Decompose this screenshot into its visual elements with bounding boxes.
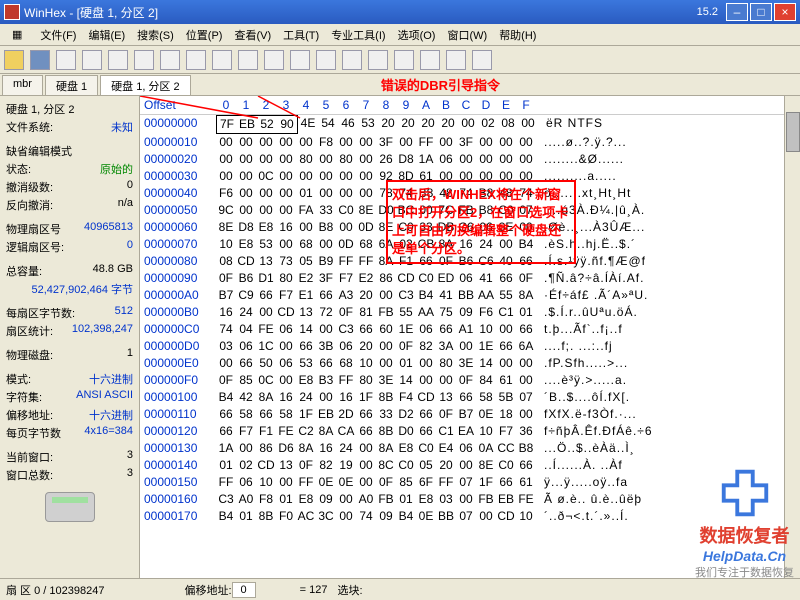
hex-row[interactable]: 000001301A0086D68A1624008AE8C0E4060ACCB8… [140,440,800,457]
info-row: 每扇区字节数:512 [4,304,135,322]
info-row: 每页字节数4x16=384 [4,424,135,442]
hex-row[interactable]: 000000007FEB52904E5446532020202000020800… [140,115,800,134]
minimize-button[interactable]: – [726,3,748,21]
hex-row[interactable]: 000000E00066500653666810000100803E140000… [140,355,800,372]
menu-item[interactable]: 帮助(H) [493,28,542,44]
opt-icon[interactable] [472,50,492,70]
back-icon[interactable] [342,50,362,70]
toolbar [0,46,800,74]
status-offset-label: 偏移地址: [184,582,231,598]
menu-item[interactable]: 编辑(E) [82,28,131,44]
menu-item[interactable]: 选项(O) [392,28,442,44]
menu-item[interactable]: 窗口(W) [441,28,493,44]
info-row: 字符集:ANSI ASCII [4,388,135,406]
tab[interactable]: 硬盘 1, 分区 2 [100,75,190,95]
window-title: WinHex - [硬盘 1, 分区 2] [24,4,689,21]
find-icon[interactable] [264,50,284,70]
info-row: 逻辑扇区号:0 [4,238,135,256]
hex-header: Offset 0123456789ABCDEF [140,96,800,115]
props-icon[interactable] [108,50,128,70]
status-bar: 扇 区 0 / 102398247 偏移地址: 0 = 127 选块: [0,578,800,600]
info-row: 状态:原始的 [4,160,135,178]
info-row: 硬盘 1, 分区 2 [4,100,135,118]
menu-item[interactable]: 搜索(S) [131,28,180,44]
watermark-tag: 我们专注于数据恢复 [695,564,794,580]
watermark-brand: 数据恢复者 [695,522,794,548]
menu-item[interactable]: 查看(V) [228,28,277,44]
menu-item[interactable]: 文件(F) [34,28,82,44]
status-selection: 选块: [338,582,363,598]
info-row: 撤消级数:0 [4,178,135,196]
info-panel: 硬盘 1, 分区 2文件系统:未知缺省编辑模式状态:原始的撤消级数:0反向撤消:… [0,96,140,578]
tab[interactable]: 硬盘 1 [45,75,98,95]
hex-icon[interactable] [238,50,258,70]
list-icon[interactable] [446,50,466,70]
maximize-button[interactable]: □ [750,3,772,21]
hex-row[interactable]: 000000F00F850C00E8B3FF803E1400000F846100… [140,372,800,389]
menu-bar: ▦ 文件(F)编辑(E)搜索(S)位置(P)查看(V)工具(T)专业工具(I)选… [0,24,800,46]
menu-item[interactable]: 工具(T) [277,28,325,44]
print-icon[interactable] [82,50,102,70]
watermark: 数据恢复者 HelpData.Cn 我们专注于数据恢复 [695,464,794,580]
fwd-icon[interactable] [368,50,388,70]
cut-icon[interactable] [134,50,154,70]
cross-icon [716,464,774,522]
watermark-url: HelpData.Cn [695,548,794,564]
info-row: 反向撤消:n/a [4,196,135,214]
status-offset-value: 0 [232,582,256,598]
app-icon [4,4,20,20]
info-row: 扇区统计:102,398,247 [4,322,135,340]
goto-icon[interactable] [316,50,336,70]
annotation-dbr: 错误的DBR引导指令 [381,75,500,94]
copy2-icon[interactable] [212,50,232,70]
hex-row[interactable]: 00000020000000008000800026D81A0600000000… [140,151,800,168]
hex-row[interactable]: 000000900FB6D180E23FF7E286CDC0ED0641660F… [140,270,800,287]
tab-bar: mbr硬盘 1硬盘 1, 分区 2 错误的DBR引导指令 [0,74,800,96]
title-bar: WinHex - [硬盘 1, 分区 2] 15.2 – □ × [0,0,800,24]
app-menu-icon[interactable]: ▦ [6,26,28,43]
copy-icon[interactable] [160,50,180,70]
version-label: 15.2 [689,6,726,18]
menu-item[interactable]: 位置(P) [180,28,229,44]
hex-row[interactable]: 000000C07404FE061400C366601E0666A1100066… [140,321,800,338]
info-row: 物理磁盘:1 [4,346,135,364]
close-button[interactable]: × [774,3,796,21]
annotation-popup: 双击后，WINHEX将在个新窗口中打开分区2，在窗口选项卡上可自由切换编辑整个硬… [386,180,576,264]
hex-row[interactable]: 0000012066F7F1FEC28ACA668BD066C1EA10F736… [140,423,800,440]
hex-row[interactable]: 000000B0162400CD13720F81FB55AA7509F6C101… [140,304,800,321]
analyze-icon[interactable] [420,50,440,70]
info-row: 模式:十六进制 [4,370,135,388]
hex-row[interactable]: 00000110665866581FEB2D6633D2660FB70E1800… [140,406,800,423]
info-row: 缺省编辑模式 [4,142,135,160]
hex-row[interactable]: 00000100B4428A162400161F8BF4CD1366585B07… [140,389,800,406]
menu-item[interactable]: 专业工具(I) [325,28,391,44]
paste-icon[interactable] [186,50,206,70]
offset-header: Offset [140,98,216,112]
info-row: 文件系统:未知 [4,118,135,136]
open-icon[interactable] [4,50,24,70]
info-row: 窗口总数:3 [4,466,135,484]
findhex-icon[interactable] [290,50,310,70]
hex-row[interactable]: 000000100000000000F800003F00FF003F000000… [140,134,800,151]
disk-icon[interactable] [56,50,76,70]
tab[interactable]: mbr [2,75,43,95]
info-row: 总容量:48.8 GB [4,262,135,280]
hex-row[interactable]: 000000D003061C00663B0620000F823A001E666A… [140,338,800,355]
disk-graphic-icon [45,492,95,522]
info-row: 物理扇区号40965813 [4,220,135,238]
info-row: 当前窗口:3 [4,448,135,466]
status-sector: 扇 区 0 / 102398247 [6,582,104,598]
save-icon[interactable] [30,50,50,70]
info-row: 52,427,902,464 字节 [4,280,135,298]
calc-icon[interactable] [394,50,414,70]
status-value: = 127 [300,584,328,596]
hex-row[interactable]: 000000A0B7C966F7E166A32000C3B441BBAA558A… [140,287,800,304]
info-row: 偏移地址:十六进制 [4,406,135,424]
